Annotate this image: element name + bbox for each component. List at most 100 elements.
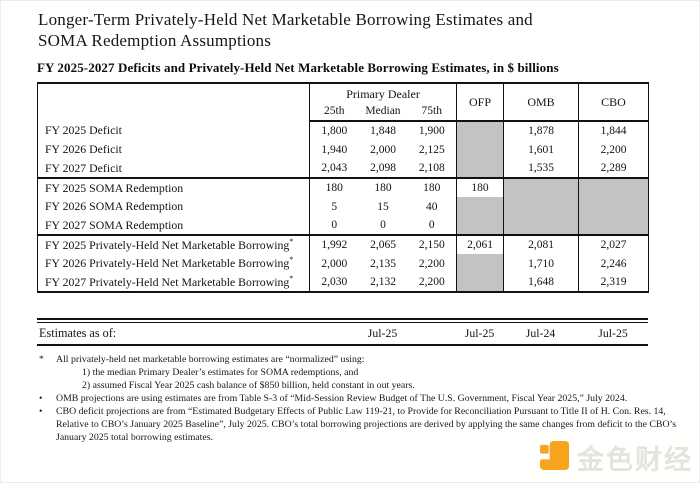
value-cell: 0 — [331, 219, 338, 231]
borrowing-estimates-table: Primary Dealer OFP OMB CBO 25th Median 7… — [37, 82, 650, 293]
shaded-cell — [456, 273, 505, 292]
jinse-finance-logo-icon — [539, 440, 570, 476]
shaded-cell — [456, 197, 505, 216]
footnote-marker: * — [39, 354, 44, 365]
value-cell: 2,081 — [503, 234, 580, 254]
value-cell: 1,601 — [503, 140, 580, 159]
row-label: FY 2025 SOMA Redemption — [37, 177, 310, 197]
value-cell: 2,065 — [358, 234, 408, 254]
table-body: FY 2025 Deficit 1,800 1,848 1,900 1,878 1,844… — [37, 121, 649, 292]
value-cell: 15 — [377, 200, 389, 213]
value-cell: 1,800 — [321, 125, 348, 137]
footnote-line: 1) the median Primary Dealer’s estimates… — [82, 367, 359, 378]
shaded-cell — [578, 177, 649, 197]
row-label: FY 2025 Privately-Held Net Marketable Bo… — [37, 234, 310, 254]
value-cell: 40 — [407, 197, 458, 216]
value-cell: 2,200 — [407, 273, 458, 292]
footnote-line: CBO deficit projections are from “Estima… — [56, 406, 677, 443]
footnote-text: CBO deficit projections are from “Estima… — [56, 405, 683, 444]
value-cell: 180 — [456, 177, 505, 197]
shaded-cell — [456, 140, 505, 159]
footnote-line: All privately-held net marketable borrow… — [56, 354, 365, 365]
footnote: * All privately-held net marketable borro… — [31, 353, 683, 392]
footnote-line: 2) assumed Fiscal Year 2025 cash balance… — [82, 380, 415, 391]
value-cell: 1,844 — [600, 125, 627, 137]
footnote-text: All privately-held net marketable borrow… — [56, 353, 683, 392]
shaded-cell — [503, 216, 580, 235]
table-caption: FY 2025-2027 Deficits and Privately-Held… — [37, 60, 559, 75]
estimates-as-of-label: Estimates as of: — [39, 326, 117, 340]
value-cell: 2,043 — [321, 162, 348, 174]
shaded-cell — [456, 121, 505, 140]
footnotes: * All privately-held net marketable borro… — [31, 353, 683, 444]
value-cell: 2,000 — [321, 257, 348, 270]
value-cell: 180 — [407, 177, 458, 197]
shaded-cell — [456, 216, 505, 235]
row-label: FY 2025 Deficit — [37, 121, 310, 140]
shaded-cell — [456, 254, 505, 273]
estimates-as-of-section: Estimates as of: Jul-25 Jul-25 Jul-24 Jul-2… — [37, 318, 648, 346]
estimate-date-value: Jul-24 — [525, 326, 556, 340]
table-row: FY 2027 SOMA Redemption 0 0 0 — [37, 216, 649, 235]
row-label: FY 2026 Privately-Held Net Marketable Bo… — [37, 254, 310, 273]
jinse-finance-logo-icon — [539, 440, 570, 470]
value-cell: 2,125 — [407, 140, 458, 159]
header-omb: OMB — [503, 83, 580, 122]
value-cell: 2,108 — [407, 159, 458, 178]
row-label: FY 2027 Deficit — [37, 159, 310, 178]
document-title-line2: SOMA Redemption Assumptions — [38, 31, 272, 50]
document-title-line1: Longer-Term Privately-Held Net Marketabl… — [38, 10, 533, 29]
shaded-cell — [578, 197, 649, 216]
value-cell: 180 — [358, 177, 408, 197]
value-cell: 1,878 — [503, 121, 580, 140]
value-cell: 1,900 — [407, 121, 458, 140]
value-cell: 2,000 — [370, 143, 396, 156]
shaded-cell — [456, 159, 505, 178]
value-cell: 1,648 — [503, 273, 580, 292]
value-cell: 2,289 — [600, 162, 627, 174]
value-cell: 2,319 — [600, 276, 627, 288]
estimate-date-value: Jul-25 — [464, 326, 495, 340]
value-cell: 2,098 — [370, 162, 396, 174]
table-row: FY 2027 Deficit 2,043 2,098 2,108 1,535 2,289 — [37, 159, 649, 178]
header-25th: 25th — [309, 102, 359, 122]
header-primary-dealer: Primary Dealer — [309, 83, 458, 102]
table-row: FY 2025 SOMA Redemption 180 180 180 180 — [37, 177, 649, 197]
value-cell: 5 — [331, 200, 338, 213]
value-cell: 180 — [309, 177, 359, 197]
shaded-cell — [578, 216, 649, 235]
footnote-line: OMB projections are using estimates are … — [56, 393, 628, 404]
watermark: 金色财经 — [539, 438, 693, 477]
document-title: Longer-Term Privately-Held Net Marketabl… — [38, 9, 533, 51]
table-row: FY 2025 Deficit 1,800 1,848 1,900 1,878 1,844 — [37, 121, 649, 140]
header-empty-cell — [37, 83, 310, 121]
value-cell: 2,150 — [407, 234, 458, 254]
header-cbo: CBO — [578, 83, 649, 122]
value-cell: 1,940 — [321, 143, 348, 156]
value-cell: 0 — [380, 219, 386, 231]
value-cell: 1,535 — [503, 159, 580, 178]
value-cell: 0 — [407, 216, 458, 235]
value-cell: 2,061 — [456, 234, 505, 254]
value-cell: 2,030 — [321, 276, 348, 288]
table-row: FY 2026 Privately-Held Net Marketable Bo… — [37, 254, 649, 273]
header-median: Median — [358, 102, 408, 122]
table-row: FY 2027 Privately-Held Net Marketable Bo… — [37, 273, 649, 292]
footnote-marker: • — [39, 406, 43, 417]
estimate-date-value: Jul-25 — [367, 326, 398, 340]
value-cell: 1,710 — [503, 254, 580, 273]
table-row: FY 2026 Deficit 1,940 2,000 2,125 1,601 2,200 — [37, 140, 649, 159]
value-cell: 2,200 — [407, 254, 458, 273]
value-cell: 1,992 — [309, 234, 359, 254]
header-ofp: OFP — [456, 83, 505, 122]
value-cell: 2,027 — [578, 234, 649, 254]
footnote-text: OMB projections are using estimates are … — [56, 392, 683, 405]
row-label: FY 2027 SOMA Redemption — [37, 216, 310, 235]
value-cell: 2,246 — [600, 257, 627, 270]
footnote-marker: • — [39, 393, 43, 404]
row-label: FY 2026 Deficit — [37, 140, 310, 159]
value-cell: 2,135 — [370, 257, 396, 270]
row-label: FY 2026 SOMA Redemption — [37, 197, 310, 216]
estimate-date-value: Jul-25 — [598, 326, 628, 340]
